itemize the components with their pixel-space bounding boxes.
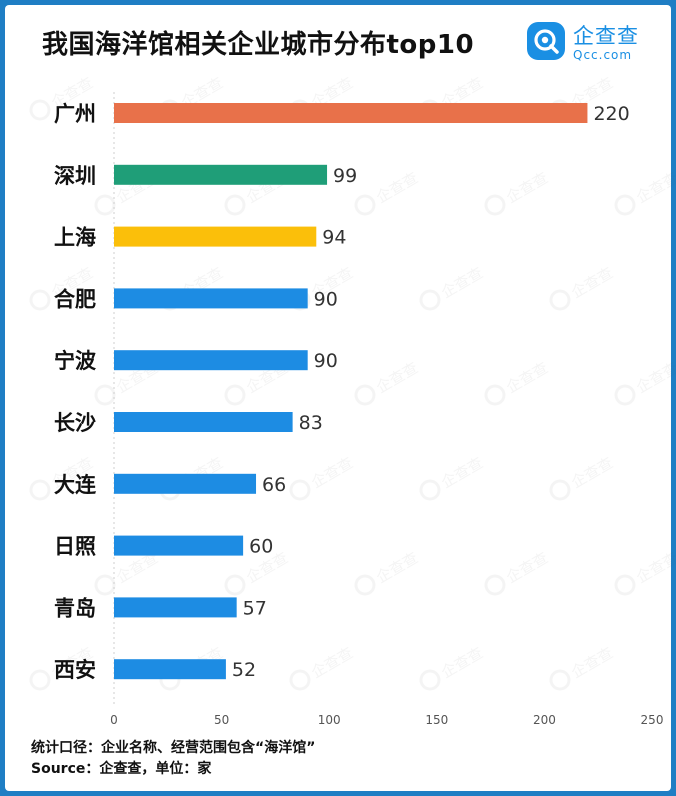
svg-text:企查查: 企查查 — [438, 644, 486, 682]
svg-text:企查查: 企查查 — [503, 549, 551, 587]
category-label: 深圳 — [54, 164, 96, 188]
watermark: 企查查 — [419, 644, 486, 691]
bar-9 — [114, 659, 226, 680]
bar-3 — [114, 288, 308, 309]
category-label: 宁波 — [54, 349, 97, 373]
category-label: 日照 — [54, 535, 96, 559]
x-tick-label: 250 — [641, 713, 664, 727]
watermark: 企查查 — [289, 454, 356, 501]
value-label: 66 — [262, 474, 286, 496]
bar-0 — [114, 103, 588, 123]
watermark: 企查查 — [354, 549, 421, 596]
x-tick-labels-layer: 0 50 100 150 200 250 — [110, 713, 663, 727]
svg-text:企查查: 企查查 — [308, 454, 356, 492]
watermark: 企查查 — [614, 169, 676, 216]
logo-name-en: Qcc.com — [573, 48, 633, 62]
chart-footer: 统计口径：企业名称、经营范围包含“海洋馆” Source：企查查，单位：家 — [31, 738, 315, 780]
svg-text:企查查: 企查查 — [308, 644, 356, 682]
value-label: 83 — [299, 412, 323, 434]
category-label: 青岛 — [54, 596, 96, 620]
category-label: 广州 — [54, 102, 96, 126]
watermark: 企查查 — [484, 549, 551, 596]
chart-title: 我国海洋馆相关企业城市分布top10 — [42, 30, 475, 60]
svg-text:企查查: 企查查 — [438, 264, 486, 302]
x-tick-label: 100 — [318, 713, 341, 727]
value-label: 90 — [314, 288, 338, 310]
x-tick-label: 50 — [214, 713, 229, 727]
value-labels-layer: 220 99 94 90 90 83 66 60 57 52 — [232, 103, 630, 681]
value-label: 60 — [249, 536, 273, 558]
qcc-logo: 企查查 Qcc.com — [527, 20, 667, 64]
svg-text:企查查: 企查查 — [438, 454, 486, 492]
svg-text:企查查: 企查查 — [503, 359, 551, 397]
svg-text:企查查: 企查查 — [633, 549, 676, 587]
watermark: 企查查 — [614, 549, 676, 596]
bar-6 — [114, 473, 257, 494]
x-tick-label: 150 — [425, 713, 448, 727]
category-label: 上海 — [54, 226, 96, 250]
watermark: 企查查 — [289, 644, 356, 691]
watermark: 企查查 — [484, 359, 551, 406]
watermark: 企查查 — [549, 644, 616, 691]
bar-5 — [114, 412, 293, 432]
category-label: 西安 — [54, 658, 96, 682]
svg-text:企查查: 企查查 — [568, 454, 616, 492]
category-label: 长沙 — [54, 411, 96, 435]
bar-2 — [114, 226, 317, 247]
svg-text:企查查: 企查查 — [568, 264, 616, 302]
svg-text:企查查: 企查查 — [633, 359, 676, 397]
watermark: 企查查 — [419, 264, 486, 311]
value-label: 52 — [232, 659, 256, 681]
value-label: 99 — [333, 165, 357, 187]
bar-7 — [114, 535, 244, 556]
svg-text:企查查: 企查查 — [633, 169, 676, 207]
value-label: 90 — [314, 350, 338, 372]
value-label: 220 — [593, 103, 629, 125]
svg-text:企查查: 企查查 — [373, 169, 421, 207]
footer-source: Source：企查查，单位：家 — [31, 761, 212, 777]
watermark: 企查查 — [549, 454, 616, 501]
qcc-logo-icon — [527, 22, 565, 60]
value-label: 94 — [322, 227, 346, 249]
value-label: 57 — [243, 597, 267, 619]
category-label: 大连 — [54, 473, 97, 497]
svg-text:企查查: 企查查 — [568, 644, 616, 682]
footer-scope-note: 统计口径：企业名称、经营范围包含“海洋馆” — [31, 740, 316, 756]
x-tick-label: 0 — [110, 713, 118, 727]
svg-text:企查查: 企查查 — [373, 359, 421, 397]
watermark: 企查查 — [354, 169, 421, 216]
watermark: 企查查 — [614, 359, 676, 406]
category-label: 合肥 — [54, 287, 96, 311]
logo-name-cn: 企查查 — [573, 24, 639, 48]
bar-4 — [114, 350, 308, 371]
svg-text:企查查: 企查查 — [503, 169, 551, 207]
watermark: 企查查 — [549, 264, 616, 311]
watermark: 企查查 — [484, 169, 551, 216]
bar-1 — [114, 164, 328, 185]
watermark: 企查查 — [354, 359, 421, 406]
bars-layer — [114, 103, 588, 680]
svg-text:企查查: 企查查 — [373, 549, 421, 587]
x-tick-label: 200 — [533, 713, 556, 727]
bar-8 — [114, 597, 237, 618]
watermark: 企查查 — [419, 454, 486, 501]
